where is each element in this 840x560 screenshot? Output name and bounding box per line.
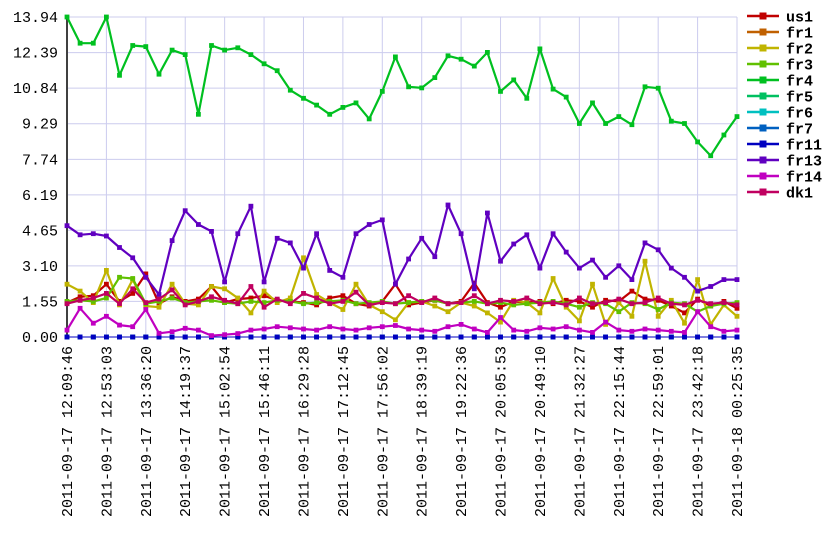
y-tick-label: 4.65 [22,223,58,240]
legend-swatch-marker-fr14 [759,172,767,180]
series-line-fr4 [66,15,738,157]
series-markers-dk1 [64,284,740,310]
legend-swatch-marker-fr11 [759,140,767,148]
legend-label-fr6: fr6 [786,106,813,123]
y-tick-labels: 13.94 12.39 10.84 9.29 7.74 6.19 4.65 3.10 1.55 0… [13,10,58,347]
legend-label-fr5: fr5 [786,90,813,107]
legend-item-fr7: fr7 [747,122,813,139]
y-tick-label: 12.39 [13,46,58,63]
legend-item-fr1: fr1 [747,26,813,43]
legend-swatch-marker-fr7 [759,124,767,132]
series-line-fr3 [66,276,738,313]
x-tick-label: 2011-09-17 17:12:45 [336,346,353,517]
legend-item-fr13: fr13 [747,154,822,171]
legend-swatch-marker-fr1 [759,28,767,36]
legend-swatch-marker-fr6 [759,108,767,116]
legend-swatch-marker-us1 [759,12,767,20]
legend-item-fr11: fr11 [747,138,822,155]
y-tick-label: 6.19 [22,188,58,205]
series-fr4 [64,14,740,159]
legend-label-fr2: fr2 [786,42,813,59]
legend-item-us1: us1 [747,10,813,27]
legend-item-dk1: dk1 [747,186,813,203]
x-tick-labels: 2011-09-17 12:09:46 2011-09-17 12:53:03 20… [60,346,747,517]
legend-swatch-marker-fr3 [759,60,767,68]
series-fr13 [64,202,740,297]
series-line-us1 [66,272,738,314]
legend-label-fr13: fr13 [786,154,822,171]
legend-label-fr11: fr11 [786,138,822,155]
legend-label-fr4: fr4 [786,74,813,91]
series-fr11 [64,334,740,340]
x-tick-label: 2011-09-17 13:36:20 [139,346,156,517]
series-dk1 [64,284,740,310]
legend-swatch-marker-dk1 [759,188,767,196]
legend-swatch-marker-fr13 [759,156,767,164]
x-tick-label: 2011-09-17 14:19:37 [178,346,195,517]
grid [67,16,738,338]
legend-label-fr1: fr1 [786,26,813,43]
y-tick-label: 1.55 [22,294,58,311]
y-tick-label: 10.84 [13,81,58,98]
legend-item-fr6: fr6 [747,106,813,123]
series-line-fr2 [66,256,738,326]
y-tick-label: 9.29 [22,117,58,134]
x-tick-label: 2011-09-17 12:53:03 [99,346,116,517]
series-line-fr14 [66,307,738,337]
series-line-fr13 [66,203,737,296]
x-tick-label: 2011-09-17 19:22:36 [454,346,471,517]
legend-item-fr5: fr5 [747,90,813,107]
x-tick-label: 2011-09-17 21:32:27 [572,346,589,517]
x-tick-label: 2011-09-17 16:29:28 [297,346,314,517]
legend-item-fr2: fr2 [747,42,813,59]
x-tick-label: 2011-09-17 22:59:01 [651,346,668,517]
series-line-dk1 [66,285,738,309]
x-tick-label: 2011-09-17 22:15:44 [612,346,629,517]
legend-label-fr3: fr3 [786,58,813,75]
x-tick-label: 2011-09-17 15:46:11 [257,346,274,517]
legend-label-us1: us1 [786,10,813,27]
y-tick-label: 3.10 [22,259,58,276]
legend-label-fr14: fr14 [786,170,822,187]
x-tick-label: 2011-09-17 12:09:46 [60,346,77,517]
x-tick-label: 2011-09-17 18:39:19 [415,346,432,517]
x-tick-label: 2011-09-17 20:05:53 [494,346,511,517]
legend-item-fr3: fr3 [747,58,813,75]
legend-item-fr14: fr14 [747,170,822,187]
x-tick-label: 2011-09-17 17:56:02 [375,346,392,517]
legend-swatch-marker-fr2 [759,44,767,52]
series-markers-fr13 [64,202,740,297]
y-tick-label: 0.00 [22,330,58,347]
y-tick-label: 13.94 [13,10,58,27]
series-markers-fr4 [64,14,740,159]
x-tick-label: 2011-09-17 15:02:54 [218,346,235,517]
x-tick-label: 2011-09-18 00:25:35 [730,346,747,517]
legend-swatch-marker-fr4 [759,76,767,84]
x-tick-label: 2011-09-17 20:49:10 [533,346,550,517]
legend-label-dk1: dk1 [786,186,813,203]
legend-item-fr4: fr4 [747,74,813,91]
y-tick-label: 7.74 [22,152,58,169]
x-tick-label: 2011-09-17 23:42:18 [691,346,708,517]
legend-label-fr7: fr7 [786,122,813,139]
series-fr14 [64,305,740,338]
series-markers-fr14 [64,305,740,338]
legend-swatch-marker-fr5 [759,92,767,100]
